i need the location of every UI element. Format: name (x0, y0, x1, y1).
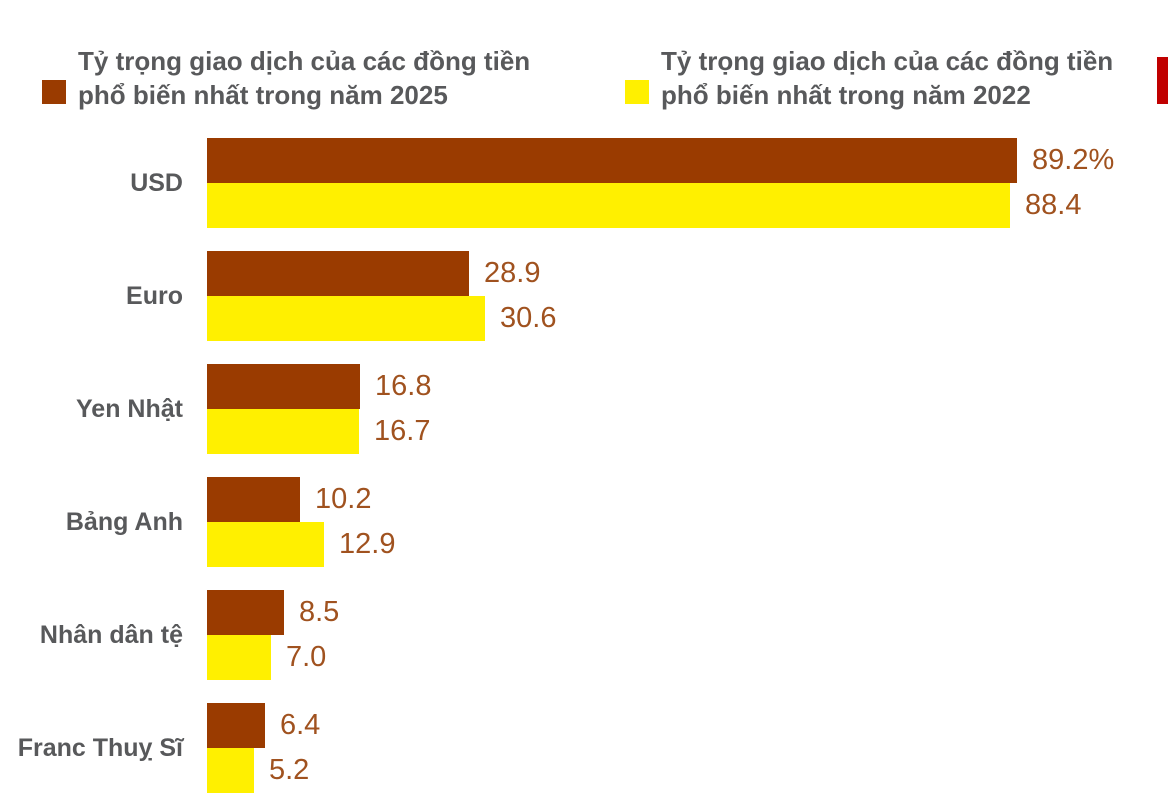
chart-row: Nhân dân tệ 8.5 7.0 (0, 590, 1168, 680)
category-label: Bảng Anh (65, 507, 183, 536)
bar-chart: USD 89.2% 88.4 Euro 28.9 30.6 Yen Nhật 16.8 16.7… (0, 138, 1168, 812)
category-label: USD (130, 168, 183, 197)
chart-row: Bảng Anh 10.2 12.9 (0, 477, 1168, 567)
value-label: 7.0 (286, 641, 327, 673)
bar-line: 8.5 (207, 590, 1168, 635)
category-label: Franc Thuỵ Sĩ (17, 733, 183, 762)
value-label: 16.8 (375, 370, 432, 402)
bar-line: 12.9 (207, 522, 1168, 567)
bar-2025 (207, 590, 284, 635)
bar-group: 28.9 30.6 (207, 251, 1168, 341)
legend-swatch-2022 (625, 80, 649, 104)
chart-row: USD 89.2% 88.4 (0, 138, 1168, 228)
chart-row: Franc Thuỵ Sĩ 6.4 5.2 (0, 703, 1168, 793)
legend-item-2025: Tỷ trọng giao dịch của các đồng tiền phổ… (42, 44, 558, 112)
bar-2025 (207, 477, 300, 522)
value-label: 28.9 (484, 257, 541, 289)
value-label: 89.2% (1032, 144, 1115, 176)
bar-line: 28.9 (207, 251, 1168, 296)
bar-line: 5.2 (207, 748, 1168, 793)
chart-row: Euro 28.9 30.6 (0, 251, 1168, 341)
bar-line: 16.7 (207, 409, 1168, 454)
bar-group: 8.5 7.0 (207, 590, 1168, 680)
value-label: 8.5 (299, 596, 340, 628)
bar-2025 (207, 364, 360, 409)
category-label: Yen Nhật (76, 394, 183, 423)
bar-2022 (207, 635, 271, 680)
cropped-red-edge-marker (1157, 57, 1168, 104)
chart-row: Yen Nhật 16.8 16.7 (0, 364, 1168, 454)
legend-label-2025: Tỷ trọng giao dịch của các đồng tiền phổ… (78, 46, 531, 110)
legend: Tỷ trọng giao dịch của các đồng tiền phổ… (0, 0, 1168, 138)
bar-group: 16.8 16.7 (207, 364, 1168, 454)
value-label: 88.4 (1025, 189, 1082, 221)
value-label: 10.2 (315, 483, 372, 515)
bar-2022 (207, 409, 359, 454)
chart-rows: USD 89.2% 88.4 Euro 28.9 30.6 Yen Nhật 16.8 16.7… (0, 138, 1168, 793)
category-label: Nhân dân tệ (39, 620, 183, 649)
bar-2022 (207, 748, 254, 793)
bar-2025 (207, 703, 265, 748)
bar-line: 16.8 (207, 364, 1168, 409)
value-label: 5.2 (269, 754, 310, 786)
bar-line: 89.2% (207, 138, 1168, 183)
bar-2025 (207, 251, 469, 296)
value-label: 30.6 (500, 302, 557, 334)
bar-line: 10.2 (207, 477, 1168, 522)
value-label: 6.4 (280, 709, 321, 741)
value-label: 16.7 (374, 415, 431, 447)
bar-group: 6.4 5.2 (207, 703, 1168, 793)
bar-2022 (207, 296, 485, 341)
bar-line: 30.6 (207, 296, 1168, 341)
legend-swatch-2025 (42, 80, 66, 104)
bar-line: 7.0 (207, 635, 1168, 680)
bar-group: 89.2% 88.4 (207, 138, 1168, 228)
bar-2022 (207, 522, 324, 567)
value-label: 12.9 (339, 528, 396, 560)
legend-label-2022: Tỷ trọng giao dịch của các đồng tiền phổ… (661, 46, 1114, 110)
bar-line: 6.4 (207, 703, 1168, 748)
bar-group: 10.2 12.9 (207, 477, 1168, 567)
bar-2022 (207, 183, 1010, 228)
bar-2025 (207, 138, 1017, 183)
bar-line: 88.4 (207, 183, 1168, 228)
category-label: Euro (126, 281, 183, 310)
legend-item-2022: Tỷ trọng giao dịch của các đồng tiền phổ… (625, 44, 1141, 112)
